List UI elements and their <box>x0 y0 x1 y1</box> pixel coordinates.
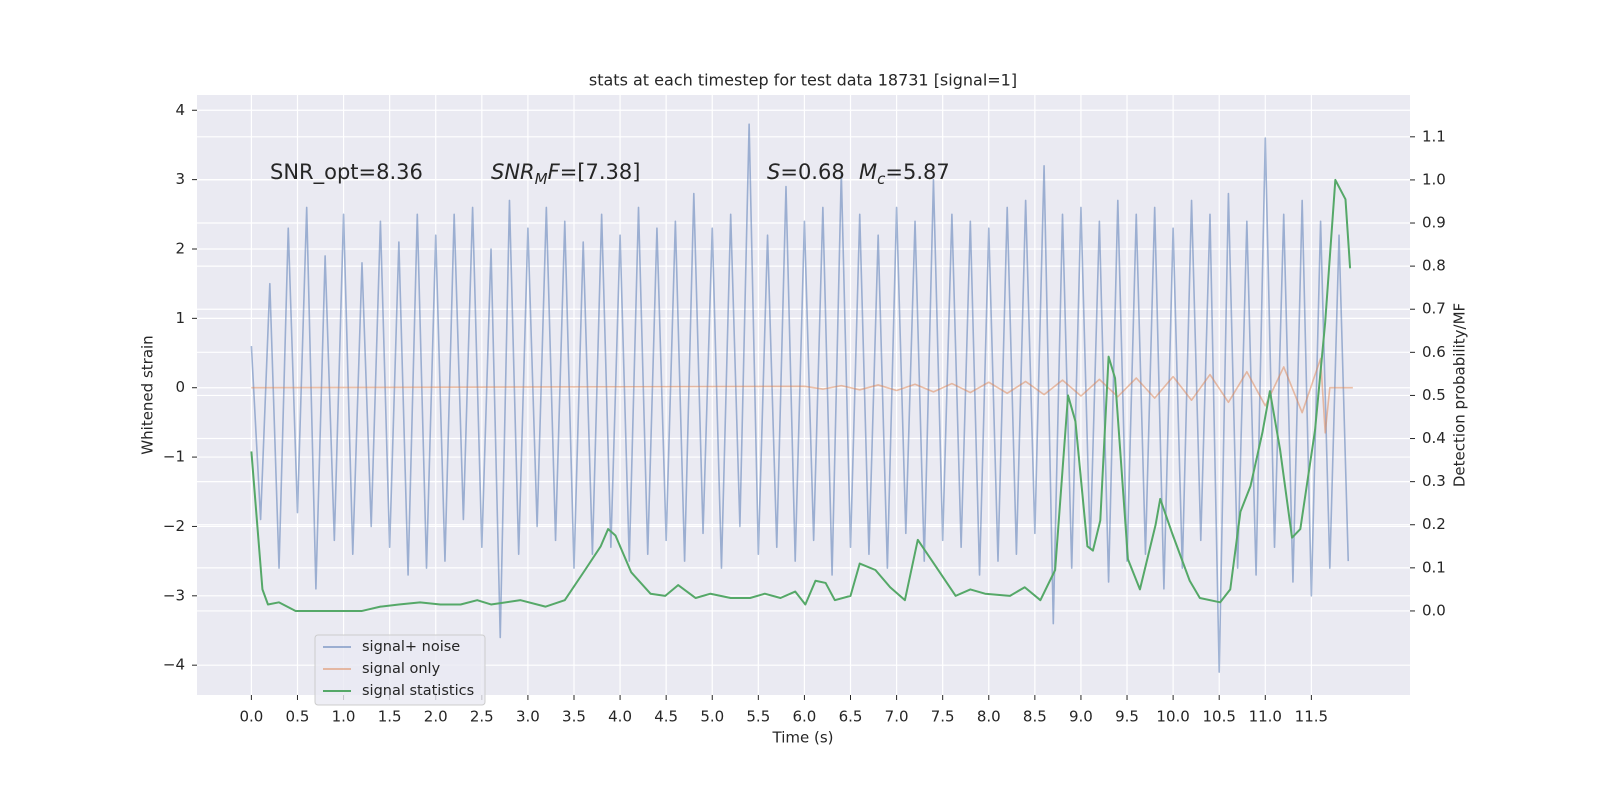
series-line <box>250 178 1352 612</box>
legend: signal+ noise signal only signal statistic… <box>314 634 486 706</box>
legend-label: signal only <box>362 661 441 677</box>
annotation-part: c <box>877 170 886 188</box>
annotation-part: SNR <box>491 160 535 184</box>
y2-tick-label: 0.2 <box>1422 515 1446 533</box>
y-axis-label: Whitened strain <box>139 335 157 454</box>
annotation: Mc=5.87 <box>859 160 950 188</box>
x-tick-label: 10.0 <box>1156 708 1189 726</box>
y2-tick-label: 1.0 <box>1422 170 1446 188</box>
y-tick-label: 2 <box>175 239 185 257</box>
x-tick-label: 9.5 <box>1115 708 1139 726</box>
x-tick-label: 11.0 <box>1249 708 1282 726</box>
annotation-part: M <box>535 170 548 188</box>
x-tick-label: 3.0 <box>516 708 540 726</box>
annotation-part: SNR_opt=8.36 <box>270 160 423 185</box>
y-tick-label: 1 <box>175 309 185 327</box>
x-tick-label: 4.0 <box>608 708 632 726</box>
annotation-part: =5.87 <box>885 160 949 184</box>
y2-tick-label: 0.6 <box>1422 343 1446 361</box>
series-line <box>250 123 1350 673</box>
x-tick-label: 4.5 <box>654 708 678 726</box>
y2-tick-label: 0.5 <box>1422 386 1446 404</box>
marks <box>250 123 1353 673</box>
annotation: SNRMF=[7.38] <box>491 160 640 188</box>
y2-tick-label: 0.4 <box>1422 429 1446 447</box>
x-tick-label: 0.5 <box>286 708 310 726</box>
y-tick-label: −3 <box>163 586 185 604</box>
x-tick-label: 8.0 <box>977 708 1001 726</box>
x-tick-label: 2.0 <box>424 708 448 726</box>
annotation-part: M <box>859 160 877 184</box>
y2-tick-label: 0.1 <box>1422 558 1446 576</box>
x-tick-label: 1.5 <box>378 708 402 726</box>
legend-label: signal statistics <box>362 683 474 699</box>
y2-tick-label: 0.3 <box>1422 472 1446 490</box>
x-axis-label: Time (s) <box>772 729 834 747</box>
y2-tick-label: 0.7 <box>1422 300 1446 318</box>
legend-box <box>314 634 486 706</box>
annotation-part: =0.68 <box>780 160 844 184</box>
y-tick-label: −1 <box>163 448 185 466</box>
x-tick-label: 8.5 <box>1023 708 1047 726</box>
y2-tick-label: 0.8 <box>1422 257 1446 275</box>
x-tick-label: 7.0 <box>885 708 909 726</box>
x-tick-label: 5.5 <box>746 708 770 726</box>
annotation-part: =[7.38] <box>560 160 641 184</box>
x-tick-label: 7.5 <box>931 708 955 726</box>
x-tick-label: 9.0 <box>1069 708 1093 726</box>
y2-tick-label: 0.9 <box>1422 214 1446 232</box>
x-tick-label: 5.0 <box>700 708 724 726</box>
x-tick-label: 0.0 <box>239 708 263 726</box>
y2-tick-label: 1.1 <box>1422 127 1446 145</box>
x-tick-label: 2.5 <box>470 708 494 726</box>
x-tick-label: 3.5 <box>562 708 586 726</box>
annotation: SNR_opt=8.36 <box>270 160 423 185</box>
y-tick-label: 3 <box>175 170 185 188</box>
ticks: 0.0 0.5 1.0 1.5 2.0 2.5 3.0 3.5 4.0 4.5 5.0 5.5 6.0 6… <box>163 101 1446 726</box>
series-line <box>251 357 1353 434</box>
x-tick-label: 6.5 <box>839 708 863 726</box>
annotation-part: S <box>767 160 780 184</box>
annotation: S=0.68 <box>767 160 845 184</box>
y-tick-label: −4 <box>163 656 185 674</box>
y-tick-label: −2 <box>163 517 185 535</box>
legend-label: signal+ noise <box>362 639 460 655</box>
x-tick-label: 10.5 <box>1202 708 1235 726</box>
y-tick-label: 0 <box>175 378 185 396</box>
chart-title: stats at each timestep for test data 187… <box>589 71 1017 90</box>
x-tick-label: 11.5 <box>1295 708 1328 726</box>
x-tick-label: 6.0 <box>792 708 816 726</box>
x-tick-label: 1.0 <box>332 708 356 726</box>
y-tick-label: 4 <box>175 101 185 119</box>
annotation-part: F <box>548 160 561 184</box>
y2-axis-label: Detection probability/MF <box>1451 303 1469 487</box>
y2-tick-label: 0.0 <box>1422 601 1446 619</box>
